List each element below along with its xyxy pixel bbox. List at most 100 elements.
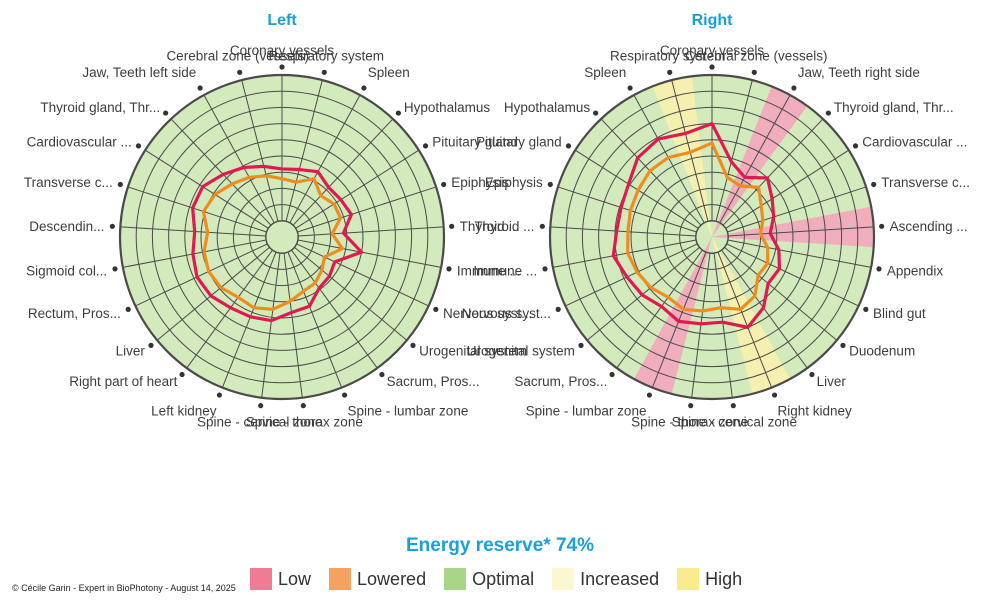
grid-spoke-10	[291, 249, 378, 369]
axis-dot-5	[441, 181, 447, 188]
axis-dot-16	[578, 342, 584, 348]
grid-spoke-20	[127, 186, 267, 233]
category-label: Urogenital system	[467, 343, 575, 358]
grid-spoke-21	[144, 149, 269, 229]
radar-background	[120, 75, 444, 399]
grid-spoke-12	[283, 253, 303, 398]
grid-spoke-2	[719, 94, 791, 224]
axis-dot-8	[863, 306, 869, 312]
category-label: Spine - lumbar zone	[526, 404, 647, 419]
axis-dot-3	[395, 110, 401, 116]
axis-dot-10	[379, 371, 385, 378]
grid-spoke-1	[285, 79, 323, 222]
axis-dot-21	[565, 143, 572, 149]
axis-dot-8	[433, 306, 439, 312]
category-label: Cardiovascular ...	[862, 135, 967, 150]
axis-dot-5	[871, 181, 877, 188]
axis-dot-9	[410, 342, 416, 348]
grid-spoke-11	[717, 251, 773, 388]
axis-dot-15	[179, 371, 185, 378]
category-label: Nervous syst...	[443, 306, 532, 321]
category-label: Urogenital system	[419, 343, 527, 358]
axis-dot-12	[300, 403, 306, 409]
legend-label-lowered: Lowered	[357, 568, 427, 589]
category-label: Immune ...	[473, 263, 537, 278]
category-label: Descendin...	[29, 219, 104, 234]
zone-sector-1	[712, 206, 874, 248]
legend-item-high: High	[677, 568, 742, 590]
category-label: Spine - cervical zone	[672, 415, 797, 430]
grid-spoke-17	[565, 243, 698, 307]
axis-dot-19	[109, 223, 115, 229]
category-label: Rectum, Pros...	[28, 306, 121, 321]
axis-dot-13	[258, 403, 264, 409]
axis-dot-18	[542, 266, 548, 272]
category-label: Left kidney	[151, 404, 217, 419]
grid-spoke-9	[724, 246, 838, 341]
category-label: Blind gut	[873, 306, 926, 321]
axis-dot-3	[825, 110, 831, 116]
category-label: Immune ...	[457, 263, 521, 278]
axis-dot-9	[840, 342, 846, 348]
zone-sector-2	[712, 237, 791, 394]
category-label: Hypothalamus	[504, 100, 591, 115]
grid-spoke-14	[221, 251, 277, 388]
category-label: Cardiovascular ...	[27, 135, 132, 150]
axis-dot-7	[876, 266, 882, 272]
legend-label-increased: Increased	[580, 568, 660, 589]
axis-dot-20	[547, 181, 553, 188]
chart-title: Left	[267, 12, 297, 29]
category-label: Epiphysis	[485, 175, 543, 190]
category-label: Sacrum, Pros...	[514, 374, 607, 389]
legend-item-low: Low	[250, 568, 311, 590]
category-label: Coronary vessels	[230, 43, 335, 58]
axis-dot-10	[809, 371, 815, 378]
legend: Low Lowered Optimal Increased High	[250, 568, 760, 590]
category-label: Right kidney	[778, 404, 853, 419]
grid-spoke-4	[295, 149, 420, 229]
axis-dot-4	[852, 143, 859, 149]
grid-spoke-9	[294, 246, 408, 341]
grid-spoke-8	[726, 243, 859, 307]
series-line-orange	[201, 174, 345, 311]
grid-spoke-23	[203, 94, 275, 224]
grid-spoke-18	[552, 239, 697, 268]
category-label: Jaw, Teeth left side	[82, 65, 196, 80]
axis-dot-7	[446, 266, 452, 272]
axis-dot-2	[791, 85, 797, 91]
series-line-red	[191, 164, 364, 323]
grid-spoke-19	[550, 226, 696, 237]
axis-dot-15	[609, 371, 615, 378]
grid-spoke-17	[135, 243, 268, 307]
axis-dot-22	[593, 110, 599, 116]
category-label: Coronary vessels	[660, 43, 765, 58]
grid-hub	[265, 220, 299, 254]
grid-spoke-8	[296, 243, 429, 307]
zone-sector-0	[712, 86, 808, 237]
axis-dot-13	[688, 403, 694, 409]
copyright-credit: © Cécile Garin - Expert in BioPhotony - …	[12, 583, 236, 593]
axis-dot-11	[771, 392, 778, 398]
axis-dot-19	[539, 223, 545, 229]
category-label: Spleen	[584, 65, 626, 80]
axis-dot-1	[321, 69, 327, 75]
legend-swatch-lowered	[329, 568, 352, 590]
grid-spoke-20	[557, 186, 697, 233]
legend-swatch-low	[250, 568, 272, 590]
grid-spoke-7	[727, 239, 872, 268]
axis-dot-17	[125, 306, 131, 312]
chart-title: Right	[692, 12, 734, 29]
axis-dot-18	[112, 266, 118, 272]
grid-spoke-11	[287, 251, 343, 388]
category-label: Appendix	[887, 263, 944, 278]
axis-dot-14	[646, 392, 653, 398]
category-label: Jaw, Teeth right side	[798, 65, 920, 80]
axis-dot-24	[237, 69, 243, 75]
category-label: Thyroid gland, Thr...	[40, 100, 160, 115]
grid-spoke-7	[297, 239, 442, 268]
category-label: Thyroid ...	[474, 219, 534, 234]
axis-dot-22	[163, 110, 169, 116]
legend-item-lowered: Lowered	[329, 568, 426, 590]
